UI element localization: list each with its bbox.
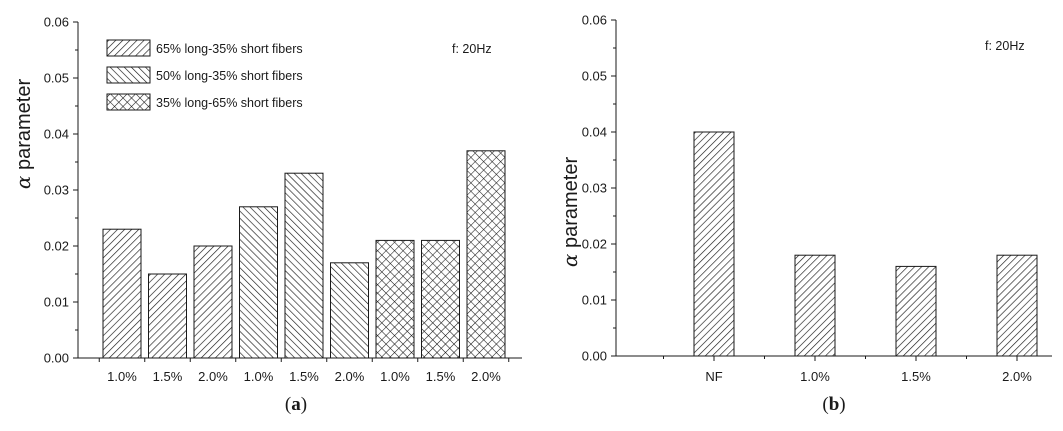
legend-label: 65% long-35% short fibers (156, 42, 303, 56)
x-tick-label: 2.0% (471, 369, 501, 384)
y-tick-label: 0.02 (44, 239, 69, 254)
x-tick-labels: 1.0% 1.5% 2.0% 1.0% 1.5% 2.0% 1.0% 1.5% 2.0% (98, 358, 510, 384)
bars (102, 150, 506, 359)
x-tick-label: 2.0% (1002, 369, 1032, 384)
legend-swatch (106, 66, 151, 84)
legend-item: 65% long-35% short fibers (106, 39, 303, 57)
bar (148, 273, 187, 359)
y-tick-label: 0.02 (582, 237, 607, 252)
legend-item: 35% long-65% short fibers (106, 93, 303, 111)
y-tick-label: 0.01 (582, 293, 607, 308)
x-tick-label: 1.0% (800, 369, 830, 384)
y-axis-symbol: α (558, 253, 582, 267)
bar (421, 239, 460, 359)
y-ticks: 0.00 0.01 0.02 0.03 0.04 0.05 0.06 (582, 13, 616, 364)
y-tick-label: 0.03 (44, 183, 69, 198)
x-tick-label: 1.0% (244, 369, 274, 384)
bar (193, 245, 233, 359)
x-tick-label: 2.0% (335, 369, 365, 384)
legend-label: 35% long-65% short fibers (156, 96, 303, 110)
y-axis-label: α parameter (558, 157, 582, 268)
legend: 65% long-35% short fibers 50% long-35% s… (106, 39, 303, 111)
bar (239, 206, 278, 359)
x-tick-label: 1.5% (426, 369, 456, 384)
panel-label: (a) (285, 394, 307, 415)
bar (693, 131, 735, 357)
bar (284, 172, 324, 359)
legend-item: 50% long-35% short fibers (106, 66, 303, 84)
x-tick-label: 1.5% (153, 369, 183, 384)
y-tick-label: 0.04 (44, 127, 69, 142)
bar (794, 254, 836, 357)
chart-panel-b: α parameter 0.00 0.01 0.02 0.03 0.04 0.05 0.06… (558, 13, 1052, 415)
bar (996, 254, 1038, 357)
y-axis-symbol: α (11, 175, 35, 189)
y-axis-text: parameter (13, 79, 35, 176)
y-tick-label: 0.01 (44, 295, 69, 310)
x-tick-label: 2.0% (198, 369, 228, 384)
y-tick-label: 0.03 (582, 181, 607, 196)
chart-panel-a: α parameter 0.00 0.01 0.02 0.03 0.04 0.05 0.06… (11, 15, 522, 415)
y-axis-label: α parameter (11, 79, 35, 190)
y-axis-text: parameter (560, 157, 582, 254)
x-tick-label: 1.5% (289, 369, 319, 384)
bar (466, 150, 506, 359)
y-tick-label: 0.06 (582, 13, 607, 28)
bars (693, 131, 1038, 357)
bar (102, 228, 142, 359)
legend-swatch (106, 39, 151, 57)
bar (330, 262, 369, 359)
x-tick-label: NF (705, 369, 722, 384)
y-ticks: 0.00 0.01 0.02 0.03 0.04 0.05 0.06 (44, 15, 78, 366)
frequency-annotation: f: 20Hz (452, 42, 492, 56)
x-tick-labels: NF 1.0% 1.5% 2.0% (663, 356, 1032, 384)
y-tick-label: 0.05 (44, 71, 69, 86)
x-tick-label: 1.0% (380, 369, 410, 384)
y-tick-label: 0.06 (44, 15, 69, 30)
x-tick-label: 1.0% (107, 369, 137, 384)
x-tick-label: 1.5% (901, 369, 931, 384)
frequency-annotation: f: 20Hz (985, 39, 1025, 53)
bar (895, 265, 937, 357)
legend-swatch (106, 93, 151, 111)
y-tick-label: 0.00 (582, 349, 607, 364)
legend-label: 50% long-35% short fibers (156, 69, 303, 83)
bar (375, 239, 415, 359)
panel-label: (b) (822, 394, 845, 415)
y-tick-label: 0.04 (582, 125, 607, 140)
y-tick-label: 0.00 (44, 351, 69, 366)
y-tick-label: 0.05 (582, 69, 607, 84)
